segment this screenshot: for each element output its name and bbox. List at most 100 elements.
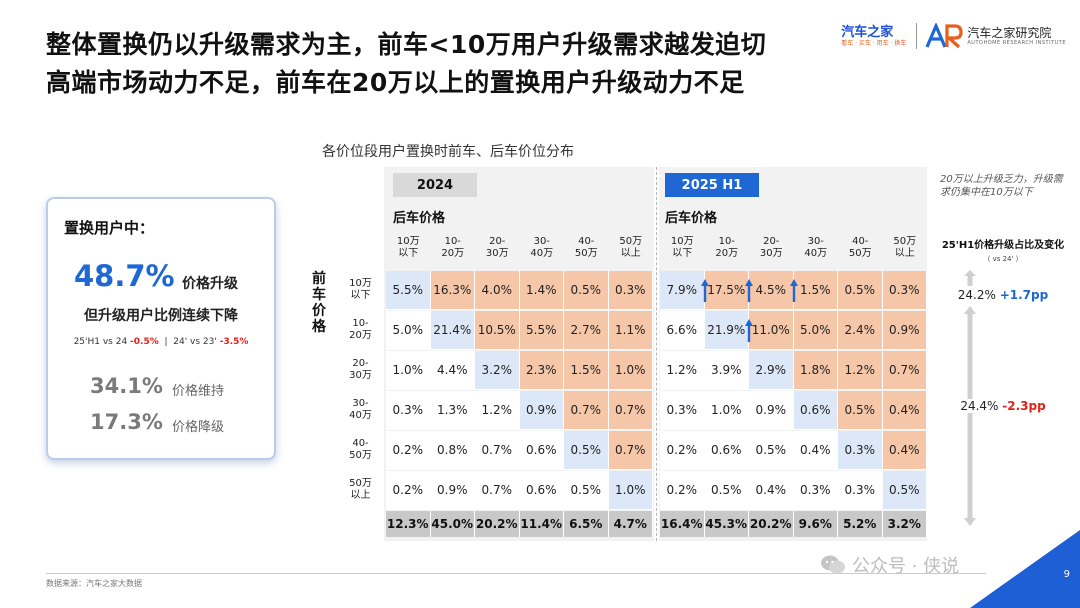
col-header: 50万 以上 bbox=[609, 236, 654, 260]
ar-mark-icon bbox=[925, 23, 963, 49]
matrix-cell: 0.5% bbox=[838, 271, 883, 310]
row-header: 40- 50万 bbox=[337, 438, 384, 462]
subtotal-cell: 3.2% bbox=[882, 511, 927, 537]
table-separator bbox=[656, 167, 657, 541]
col-header-line: 40万 bbox=[804, 248, 828, 259]
matrix-cell: 0.7% bbox=[608, 431, 653, 470]
matrix-cell: 2.9% bbox=[749, 351, 794, 390]
matrix-cell: 2.3% bbox=[519, 351, 564, 390]
row-header-line: 10万 bbox=[349, 278, 372, 289]
matrix-cell: 2.7% bbox=[564, 311, 609, 350]
up-arrow-icon bbox=[745, 279, 753, 302]
col-header-line: 50万 bbox=[848, 248, 872, 259]
col-header-line: 50万 bbox=[619, 236, 643, 247]
matrix-cell: 0.2% bbox=[660, 471, 705, 510]
row-header-line: 20- bbox=[352, 358, 369, 369]
col-header: 20- 30万 bbox=[749, 236, 794, 260]
matrix-cell: 1.2% bbox=[475, 391, 520, 430]
matrix-cell: 1.4% bbox=[519, 271, 564, 310]
row-header: 10- 20万 bbox=[337, 318, 384, 342]
matrix-cell: 2.4% bbox=[838, 311, 883, 350]
matrix-cell: 5.0% bbox=[793, 311, 838, 350]
matrix-cell: 1.2% bbox=[660, 351, 705, 390]
matrix-cell: 1.0% bbox=[608, 471, 653, 510]
side-value-2-change: -2.3pp bbox=[1002, 399, 1046, 413]
up-arrow-icon bbox=[745, 319, 753, 342]
row-header-line: 40- bbox=[352, 438, 369, 449]
row-header-line: 20万 bbox=[349, 330, 372, 341]
maintain-share-label: 价格维持 bbox=[172, 384, 225, 399]
title-line-1: 整体置换仍以升级需求为主，前车<10万用户升级需求越发迫切 bbox=[46, 30, 767, 59]
matrix-cell: 4.5% bbox=[749, 271, 794, 310]
side-value-1: 24.2% +1.7pp bbox=[936, 288, 1070, 302]
watermark-text: 公众号 · 侠说 bbox=[852, 556, 960, 577]
logo-divider bbox=[916, 23, 918, 49]
subtotal-cell: 12.3% bbox=[386, 511, 431, 537]
matrix-cell: 1.0% bbox=[608, 351, 653, 390]
side-note: 20万以上升级乏力，升级需求仍集中在10万以下 bbox=[940, 174, 1063, 198]
col-header-line: 20万 bbox=[715, 248, 739, 259]
callout-compare: 25'H1 vs 24 -0.5% | 24' vs 23' -3.5% bbox=[48, 337, 274, 347]
institute-name-en: AUTOHOME RESEARCH INSTITUTE bbox=[967, 39, 1066, 46]
side-value-2: 24.4% -2.3pp bbox=[936, 399, 1070, 413]
matrix-cell: 0.7% bbox=[475, 431, 520, 470]
matrix-cell: 0.9% bbox=[430, 471, 475, 510]
col-header-line: 10万 bbox=[396, 236, 420, 247]
matrix-cell: 3.9% bbox=[704, 351, 749, 390]
logo-area: 汽车之家 看车 · 买车 · 用车 · 换车 汽车之家研究院 AUTOHOME … bbox=[841, 20, 1066, 52]
matrix-cell: 0.3% bbox=[882, 271, 927, 310]
matrix-cell: 16.3% bbox=[430, 271, 475, 310]
tab-2025: 2025 H1 bbox=[665, 173, 759, 197]
matrix-cell: 0.5% bbox=[749, 431, 794, 470]
side-value-2-number: 24.4% bbox=[960, 399, 999, 413]
col-header-line: 20万 bbox=[441, 248, 465, 259]
matrix-cell: 0.3% bbox=[660, 391, 705, 430]
matrix-cell: 0.5% bbox=[882, 471, 927, 510]
matrix-cell: 1.0% bbox=[386, 351, 431, 390]
matrix-cell: 0.4% bbox=[882, 391, 927, 430]
matrix-cell: 5.0% bbox=[386, 311, 431, 350]
matrix-cell: 0.9% bbox=[882, 311, 927, 350]
matrix-cell: 21.4% bbox=[430, 311, 475, 350]
matrix-cell: 10.5% bbox=[475, 311, 520, 350]
matrix-cell: 17.5% bbox=[704, 271, 749, 310]
downgrade-share-label: 价格降级 bbox=[172, 420, 225, 435]
matrix-cell: 1.3% bbox=[430, 391, 475, 430]
matrix-cell: 1.5% bbox=[564, 351, 609, 390]
matrix-cell: 1.1% bbox=[608, 311, 653, 350]
row-header-line: 30万 bbox=[349, 370, 372, 381]
subtotal-cell: 6.5% bbox=[564, 511, 609, 537]
col-axis-label-2024: 后车价格 bbox=[393, 211, 446, 226]
page-title: 整体置换仍以升级需求为主，前车<10万用户升级需求越发迫切 高端市场动力不足，前… bbox=[46, 26, 766, 102]
matrix-cell: 0.5% bbox=[704, 471, 749, 510]
col-header-line: 40- bbox=[852, 236, 869, 247]
subtotal-cell: 9.6% bbox=[793, 511, 838, 537]
col-header-line: 50万 bbox=[574, 248, 598, 259]
matrix-cell: 0.7% bbox=[564, 391, 609, 430]
col-header: 10- 20万 bbox=[705, 236, 750, 260]
subtotal-cell: 5.2% bbox=[838, 511, 883, 537]
matrix-cell: 5.5% bbox=[386, 271, 431, 310]
col-header-line: 50万 bbox=[893, 236, 917, 247]
matrix-cell: 5.5% bbox=[519, 311, 564, 350]
matrix-cell: 0.3% bbox=[838, 431, 883, 470]
downgrade-share-value: 17.3% bbox=[90, 410, 163, 434]
matrix-cell: 0.4% bbox=[793, 431, 838, 470]
subtotal-cell: 20.2% bbox=[749, 511, 794, 537]
chart-title: 各价位段用户置换时前车、后车价位分布 bbox=[322, 144, 574, 160]
col-header-line: 30- bbox=[807, 236, 824, 247]
matrix-cell: 0.9% bbox=[749, 391, 794, 430]
col-header-line: 30万 bbox=[759, 248, 783, 259]
compare-separator: | bbox=[164, 337, 168, 347]
col-header: 40- 50万 bbox=[564, 236, 609, 260]
row-header-line: 以上 bbox=[350, 490, 371, 501]
col-header-line: 10万 bbox=[670, 236, 694, 247]
side-title-main: 25'H1价格升级占比及变化 bbox=[941, 240, 1065, 251]
col-header: 30- 40万 bbox=[520, 236, 565, 260]
col-header: 10- 20万 bbox=[431, 236, 476, 260]
side-title: 25'H1价格升级占比及变化 （ vs 24' ） bbox=[936, 239, 1070, 266]
matrix-cell: 0.5% bbox=[564, 471, 609, 510]
col-header: 20- 30万 bbox=[475, 236, 520, 260]
title-line-2: 高端市场动力不足，前车在20万以上的置换用户升级动力不足 bbox=[46, 68, 745, 97]
col-header-line: 以上 bbox=[894, 248, 915, 259]
